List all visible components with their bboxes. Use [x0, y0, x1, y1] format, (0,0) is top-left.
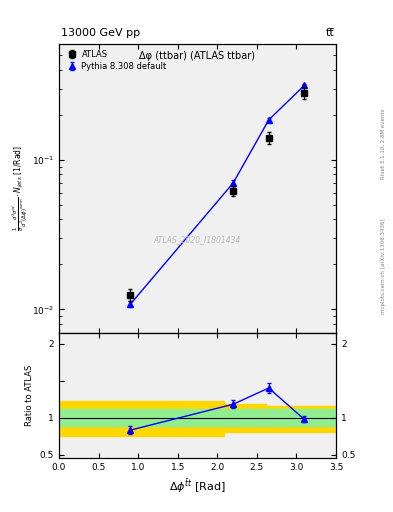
Text: mcplots.cern.ch [arXiv:1306.3436]: mcplots.cern.ch [arXiv:1306.3436]: [381, 219, 386, 314]
Text: Rivet 3.1.10, 2.8M events: Rivet 3.1.10, 2.8M events: [381, 108, 386, 179]
Text: Δφ (ttbar) (ATLAS ttbar): Δφ (ttbar) (ATLAS ttbar): [140, 51, 255, 61]
Text: tt̅: tt̅: [326, 28, 335, 38]
Y-axis label: $\frac{1}{\sigma}\frac{d^2\sigma^{id}}{d^2(\Delta\phi)^{norm}}\cdot N_{jets}$ [1: $\frac{1}{\sigma}\frac{d^2\sigma^{id}}{d…: [10, 145, 29, 231]
Legend: ATLAS, Pythia 8.308 default: ATLAS, Pythia 8.308 default: [63, 48, 169, 73]
Y-axis label: Ratio to ATLAS: Ratio to ATLAS: [25, 365, 34, 426]
Text: ATLAS_2020_I1801434: ATLAS_2020_I1801434: [154, 236, 241, 245]
Text: 13000 GeV pp: 13000 GeV pp: [61, 28, 140, 38]
X-axis label: $\Delta\phi^{\bar{t}t}$ [Rad]: $\Delta\phi^{\bar{t}t}$ [Rad]: [169, 478, 226, 496]
